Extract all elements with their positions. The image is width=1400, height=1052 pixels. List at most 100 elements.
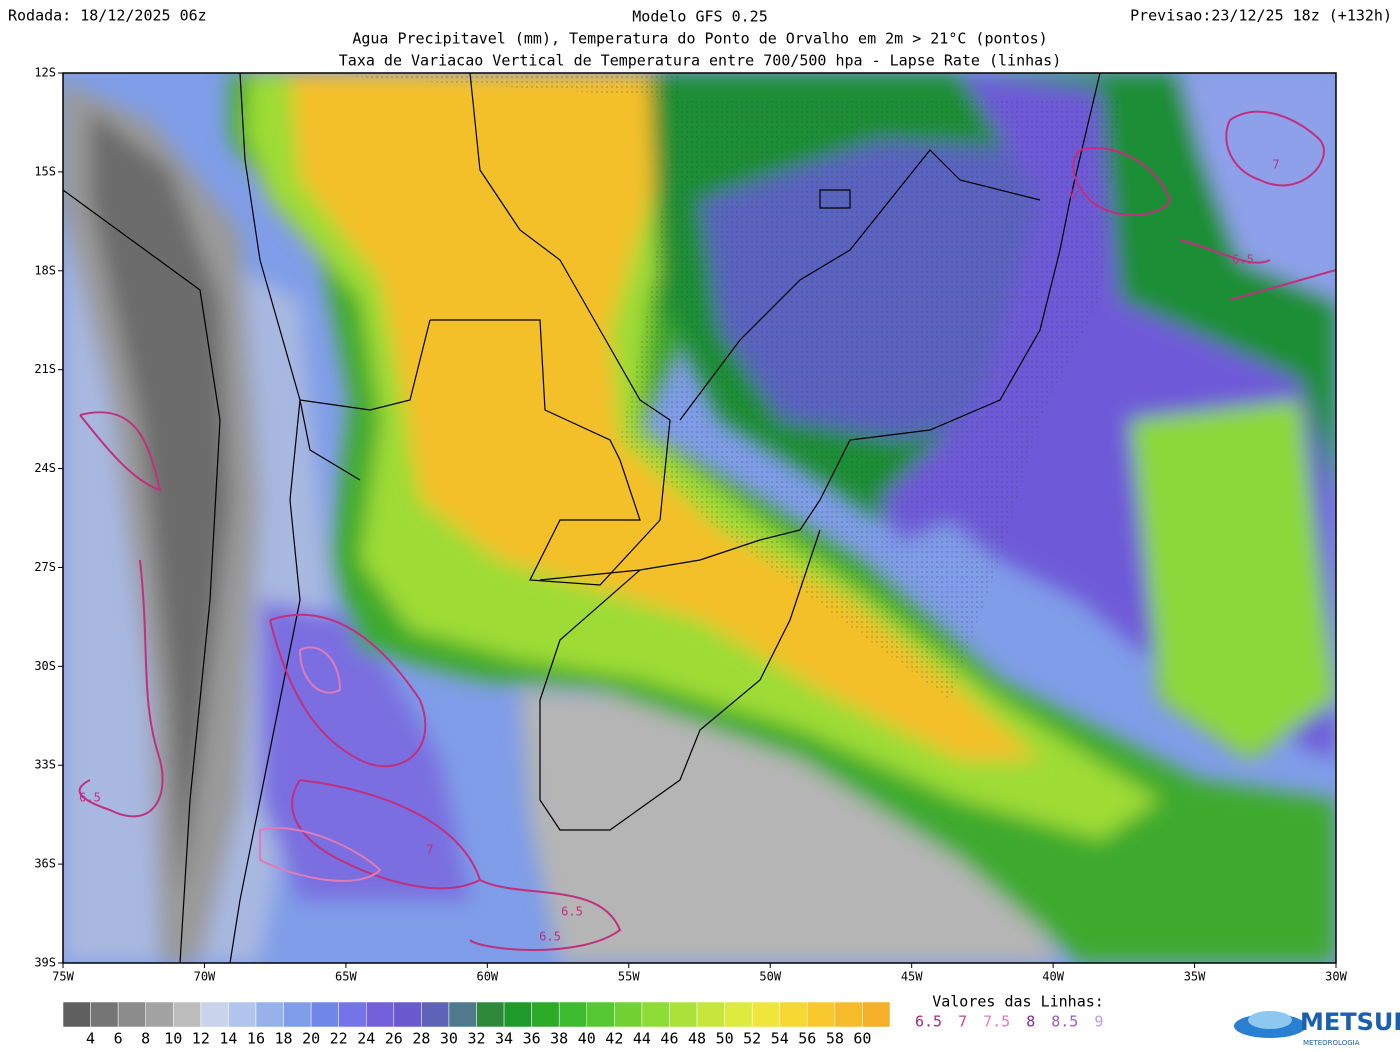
colorbar-swatch [503,1001,532,1028]
colorbar-label: 40 [578,1030,596,1048]
colorbar-label: 32 [467,1030,485,1048]
colorbar-swatch [448,1001,477,1028]
lon-label: 35W [1184,970,1206,984]
colorbar-label: 14 [219,1030,237,1048]
line-legend-value: 7.5 [983,1013,1010,1031]
line-legend: 6.5 7 7.5 8 8.5 9 [915,1013,1103,1031]
colorbar-swatch [724,1001,753,1028]
colorbar-label: 26 [385,1030,403,1048]
colorbar-label: 60 [853,1030,871,1048]
colorbar-label: 28 [412,1030,430,1048]
colorbar-label: 48 [688,1030,706,1048]
colorbar-swatch [421,1001,450,1028]
lon-label: 40W [1042,970,1064,984]
colorbar-swatch [338,1001,367,1028]
colorbar-swatch [614,1001,643,1028]
colorbar-swatch [117,1001,146,1028]
lat-label: 33S [34,758,56,772]
colorbar-label: 42 [605,1030,623,1048]
colorbar-swatch [807,1001,836,1028]
model-label: Modelo GFS 0.25 [632,8,767,26]
colorbar-swatch [145,1001,174,1028]
colorbar-label: 58 [826,1030,844,1048]
lon-label: 65W [335,970,357,984]
colorbar-label: 24 [357,1030,375,1048]
lon-label: 55W [618,970,640,984]
contour-label: 6.5 [561,905,583,919]
lon-label: 70W [194,970,216,984]
contour-label: 6.5 [539,930,561,944]
colorbar-label: 36 [523,1030,541,1048]
contour-label: 7 [426,843,433,857]
colorbar-swatch [862,1001,891,1028]
colorbar-swatch [173,1001,202,1028]
logo-tagline: METEOROLOGIA [1303,1039,1360,1047]
colorbar-label: 12 [192,1030,210,1048]
contour-label: 6.5 [79,791,101,805]
subtitle: Agua Precipitavel (mm), Temperatura do P… [352,30,1047,48]
colorbar-swatch [62,1001,91,1028]
logo: METSUL METEOROLOGIA [1234,1008,1400,1047]
colorbar-label: 6 [114,1030,123,1048]
lon-label: 75W [52,970,74,984]
colorbar-label: 4 [86,1030,95,1048]
colorbar-label: 20 [302,1030,320,1048]
colorbar-swatch [283,1001,312,1028]
lat-label: 36S [34,857,56,871]
colorbar-label: 18 [275,1030,293,1048]
colorbar-label: 22 [330,1030,348,1048]
lon-label: 50W [759,970,781,984]
colorbar-label: 56 [798,1030,816,1048]
lon-label: 45W [901,970,923,984]
colorbar-label: 38 [550,1030,568,1048]
colorbar-swatch [834,1001,863,1028]
line-legend-value: 6.5 [915,1013,942,1031]
subtitle: Taxa de Variacao Vertical de Temperatura… [339,52,1061,70]
line-legend-value: 8.5 [1051,1013,1078,1031]
colorbar-swatch [393,1001,422,1028]
colorbar-swatch [641,1001,670,1028]
colorbar-swatch [531,1001,560,1028]
colorbar-swatch [696,1001,725,1028]
colorbar-swatch [255,1001,284,1028]
lat-label: 30S [34,659,56,673]
map-field [63,73,1336,963]
colorbar-swatch [200,1001,229,1028]
contour-label: 6.5 [1232,253,1254,267]
lon-label: 60W [476,970,498,984]
colorbar-label: 54 [771,1030,789,1048]
lat-label: 39S [34,956,56,970]
colorbar-label: 30 [440,1030,458,1048]
logo-name: METSUL [1300,1008,1400,1036]
colorbar-label: 44 [633,1030,651,1048]
colorbar-label: 8 [141,1030,150,1048]
contour-label: 7 [1272,158,1279,172]
contour-label: 6 [1069,188,1076,202]
line-legend-value: 7 [958,1013,967,1031]
colorbar-label: 52 [743,1030,761,1048]
map-frame [62,72,1337,964]
colorbar-swatch [365,1001,395,1028]
colorbar-swatch [90,1001,119,1028]
lat-label: 21S [34,362,56,376]
lat-label: 12S [34,66,56,80]
colorbar-swatch [669,1001,698,1028]
lat-label: 15S [34,164,56,178]
line-legend-value: 8 [1026,1013,1035,1031]
lat-label: 27S [34,560,56,574]
forecast-label: Previsao:23/12/25 18z (+132h) [1130,7,1392,25]
colorbar-swatch [779,1001,808,1028]
colorbar-swatch [310,1001,339,1028]
colorbar-swatch [586,1001,615,1028]
line-legend-value: 9 [1094,1013,1103,1031]
colorbar-swatch [751,1001,780,1028]
lat-label: 18S [34,263,56,277]
colorbar-label: 50 [716,1030,734,1048]
colorbar-swatch [558,1001,588,1028]
run-label: Rodada: 18/12/2025 06z [8,7,207,25]
colorbar-swatch [228,1001,257,1028]
colorbar-label: 34 [495,1030,513,1048]
colorbar-label: 10 [164,1030,182,1048]
